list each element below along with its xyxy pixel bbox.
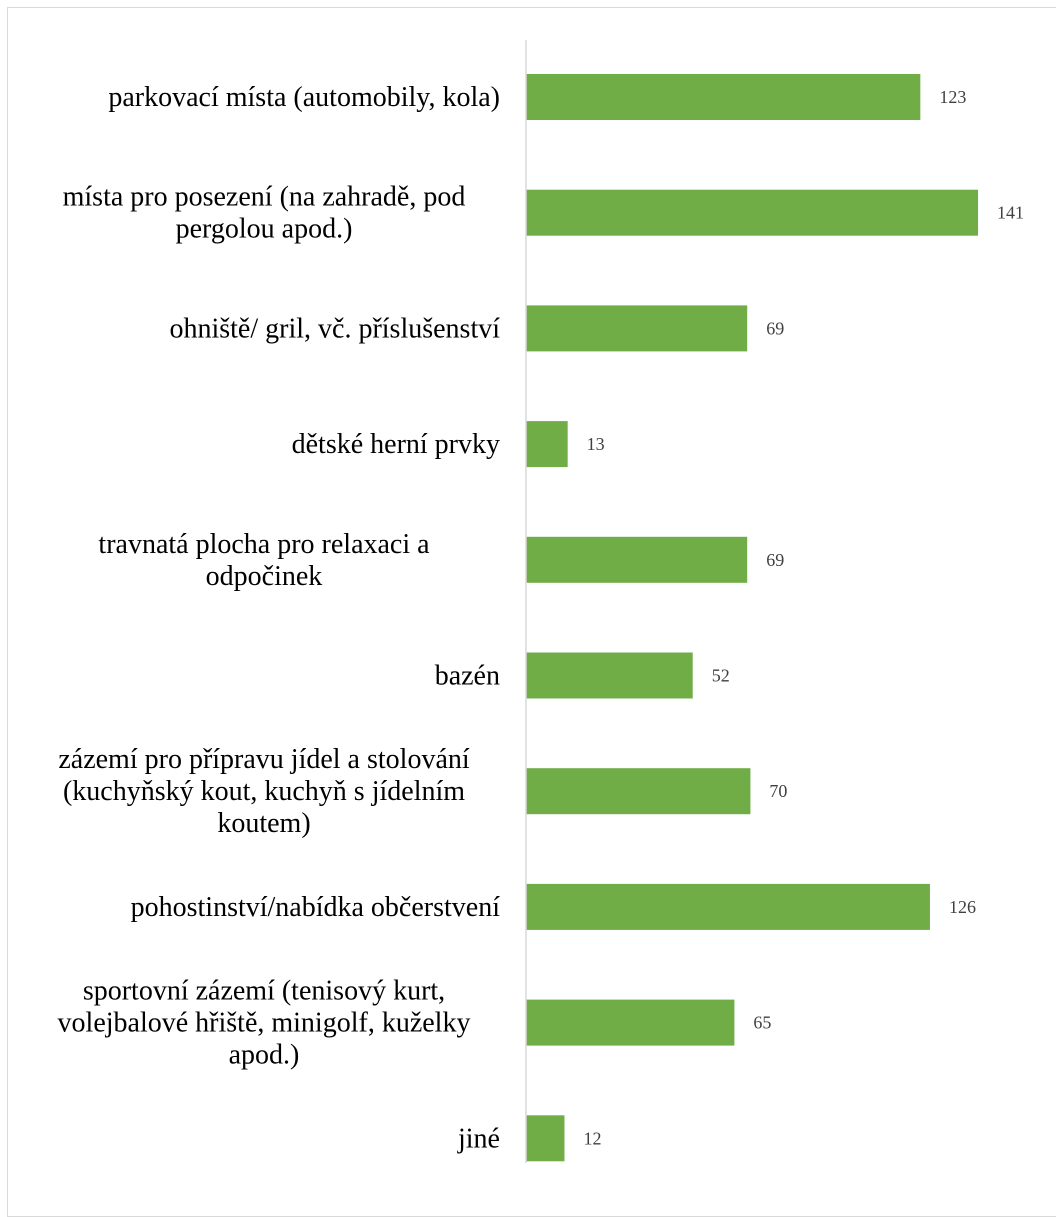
category-label: místa pro posezení (na zahradě, pod [63,182,466,213]
category-label: parkovací místa (automobily, kola) [108,82,500,113]
data-label: 123 [939,87,966,107]
category-label: bazén [435,661,500,692]
category-label: koutem) [217,808,310,839]
category-label: zázemí pro přípravu jídel a stolování [58,744,470,775]
category-label: ohniště/ gril, vč. příslušenství [169,313,500,344]
category-label: dětské herní prvky [292,429,500,460]
category-label: jiné [457,1123,500,1154]
category-label: odpočinek [206,561,323,592]
bar [526,768,751,815]
data-label: 65 [753,1013,771,1033]
data-label: 69 [766,550,784,570]
category-label: pergolou apod.) [176,214,353,245]
bar [526,421,568,468]
bar [526,74,921,120]
category-label: pohostinství/nabídka občerstvení [131,892,501,923]
labels-layer: 123 parkovací místa (automobily, kola) 141… [58,82,1024,1154]
data-label: 13 [587,434,605,454]
category-label: volejbalové hřiště, minigolf, kuželky [58,1008,471,1039]
bars-layer [526,74,979,1162]
category-label: apod.) [229,1040,300,1071]
data-label: 52 [712,666,730,686]
category-label: (kuchyňský kout, kuchyň s jídelním [63,776,465,807]
category-label: travnatá plocha pro relaxaci a [98,529,430,560]
data-label: 12 [583,1128,601,1148]
bar [526,189,979,236]
bar [526,305,748,352]
bar [526,536,748,583]
bar [526,883,930,930]
data-label: 70 [769,781,787,801]
data-label: 69 [766,318,784,338]
bar [526,1115,565,1162]
data-label: 126 [949,897,976,917]
bar [526,652,693,699]
category-label: sportovní zázemí (tenisový kurt, [83,976,445,1007]
data-label: 141 [997,203,1024,223]
bar [526,999,735,1046]
